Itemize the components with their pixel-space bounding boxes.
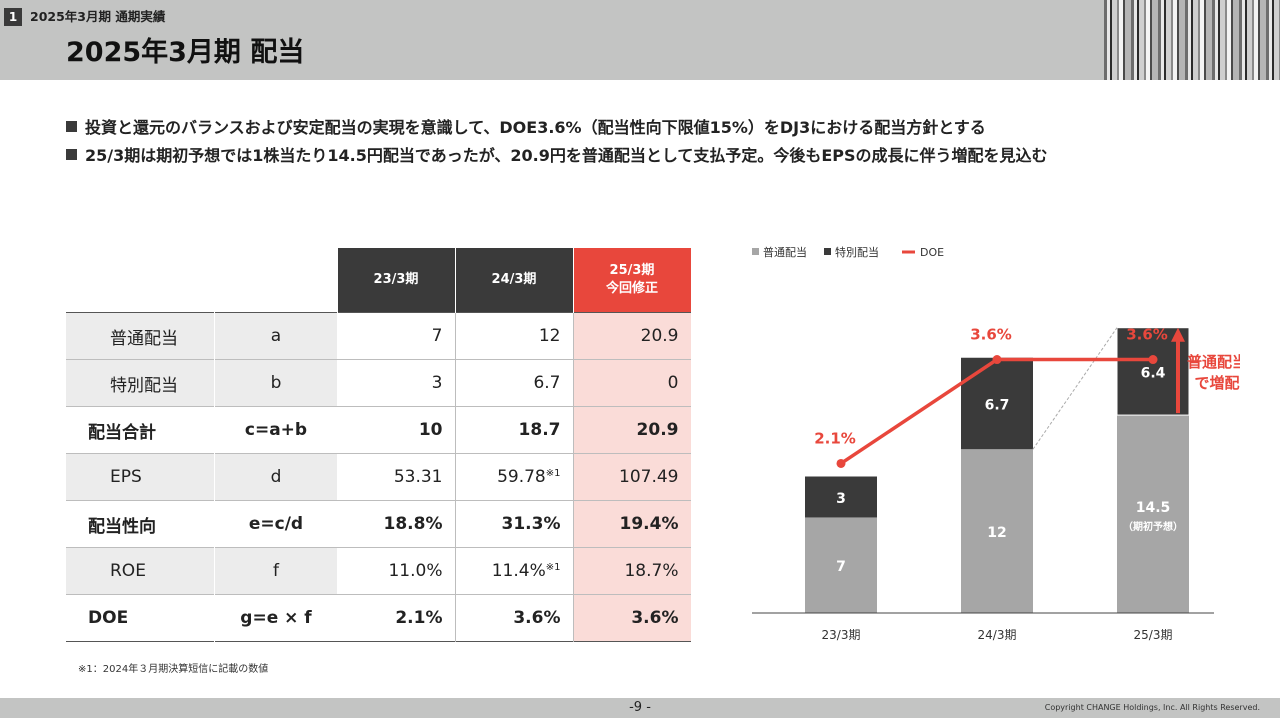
table-row: ROE f 11.0% 11.4%※1 18.7% — [66, 547, 691, 595]
row-name: 特別配当 — [66, 359, 215, 407]
value-23-3: 18.8% — [337, 500, 455, 548]
annotation-label: で増配 — [1194, 374, 1239, 392]
row-symbol: g=e × f — [214, 594, 337, 642]
table-header-row: 23/3期 24/3期 25/3期 今回修正 — [66, 248, 691, 313]
header-25-3: 25/3期 今回修正 — [572, 248, 691, 313]
annotation-label: 普通配当 — [1187, 353, 1240, 371]
header-23-3: 23/3期 — [336, 248, 455, 313]
header-band: 1 2025年3月期 通期実績 2025年3月期 配当 — [0, 0, 1280, 80]
value-23-3: 53.31 — [393, 467, 443, 487]
section-number: 1 — [4, 8, 22, 26]
value-24-3: 12 — [454, 312, 573, 360]
legend-label: 特別配当 — [835, 245, 879, 259]
footnote-marker: ※1 — [545, 468, 561, 479]
doe-value-label: 3.6% — [1126, 326, 1168, 344]
legend-label: DOE — [920, 246, 944, 259]
row-symbol: a — [214, 312, 337, 360]
square-bullet-icon — [66, 121, 77, 132]
row-name: 配当合計 — [66, 406, 215, 454]
value-25-3: 107.49 — [572, 453, 691, 501]
bullet-item: 25/3期は期初予想では1株当たり14.5円配当であったが、20.9円を普通配当… — [66, 142, 1246, 170]
table-row: 配当合計 c=a+b 10 18.7 20.9 — [66, 406, 691, 454]
legend-swatch-normal — [752, 248, 759, 255]
row-symbol: d — [214, 453, 337, 501]
footnote: ※1：2024年３月期決算短信に記載の数値 — [78, 664, 269, 675]
row-name: 普通配当 — [66, 312, 215, 360]
value-23-3: 7 — [431, 326, 443, 346]
value-24-3: 3.6% — [454, 594, 573, 642]
value-24-3: 6.7 — [454, 359, 573, 407]
square-bullet-icon — [66, 149, 77, 160]
section-label: 2025年3月期 通期実績 — [30, 9, 166, 24]
row-symbol: e=c/d — [214, 500, 337, 548]
value-25-3: 0 — [572, 359, 691, 407]
doe-point — [1148, 355, 1158, 365]
category-label: 24/3期 — [978, 628, 1017, 642]
row-symbol: f — [214, 547, 337, 595]
bar-value-label: 12 — [987, 525, 1006, 541]
bar-normal — [1117, 415, 1189, 613]
page-number: -9 - — [629, 700, 651, 715]
legend-label: 普通配当 — [763, 245, 807, 259]
connector-dashed-line — [1032, 327, 1118, 450]
row-name: 配当性向 — [66, 500, 215, 548]
bar-normal — [961, 449, 1033, 613]
legend-swatch-special — [824, 248, 831, 255]
row-name: ROE — [66, 547, 215, 595]
bar-value-label: 3 — [836, 491, 846, 507]
increase-arrow-icon — [1171, 327, 1185, 342]
value-25-3: 18.7% — [572, 547, 691, 595]
bar-value-label: 6.7 — [985, 397, 1010, 413]
doe-value-label: 3.6% — [970, 326, 1012, 344]
bullet-item: 投資と還元のバランスおよび安定配当の実現を意識して、DOE3.6%（配当性向下限… — [66, 114, 1246, 142]
value-25-3: 19.4% — [572, 500, 691, 548]
value-23-3: 2.1% — [337, 594, 455, 642]
row-name: EPS — [66, 453, 215, 501]
bar-value-label: 7 — [836, 559, 846, 575]
value-25-3: 3.6% — [572, 594, 691, 642]
table-row: 特別配当 b 3 6.7 0 — [66, 359, 691, 407]
dividend-table: 23/3期 24/3期 25/3期 今回修正 普通配当 a 7 12 20.9 特別配当 b 3… — [66, 248, 691, 642]
value-25-3: 20.9 — [572, 406, 691, 454]
row-symbol: c=a+b — [214, 406, 337, 454]
value-23-3: 10 — [337, 406, 455, 454]
header-empty — [214, 248, 337, 313]
table-row: DOE g=e × f 2.1% 3.6% 3.6% — [66, 594, 691, 642]
bar-normal — [805, 517, 877, 613]
row-name: DOE — [66, 594, 215, 642]
dividend-chart: 普通配当 特別配当 DOE 7 3 23/3期 12 6.7 24/3期 14.5 （期初予想） 6.… — [752, 245, 1240, 642]
bar-value-label: 6.4 — [1141, 365, 1166, 381]
doe-point — [836, 458, 846, 468]
bar-value-sublabel: （期初予想） — [1123, 520, 1183, 533]
header-empty — [66, 248, 215, 313]
bar-value-label: 14.5 — [1136, 500, 1171, 516]
category-label: 23/3期 — [822, 628, 861, 642]
table-row: 普通配当 a 7 12 20.9 — [66, 312, 691, 360]
table-row: 配当性向 e=c/d 18.8% 31.3% 19.4% — [66, 500, 691, 548]
value-24-3: 31.3% — [454, 500, 573, 548]
decorative-stripes — [1104, 0, 1280, 80]
page-title: 2025年3月期 配当 — [66, 37, 305, 68]
doe-value-label: 2.1% — [814, 429, 856, 447]
value-24-3: 18.7 — [454, 406, 573, 454]
footer-band: -9 - Copyright CHANGE Holdings, Inc. All… — [0, 698, 1280, 718]
value-23-3: 3 — [431, 373, 443, 393]
bullet-list: 投資と還元のバランスおよび安定配当の実現を意識して、DOE3.6%（配当性向下限… — [66, 114, 1246, 170]
row-symbol: b — [214, 359, 337, 407]
table-row: EPS d 53.31 59.78※1 107.49 — [66, 453, 691, 501]
value-25-3: 20.9 — [572, 312, 691, 360]
doe-point — [992, 355, 1002, 365]
value-24-3: 59.78※1 — [454, 453, 573, 501]
bar-special — [805, 476, 877, 518]
header-24-3: 24/3期 — [454, 248, 573, 313]
category-label: 25/3期 — [1134, 628, 1173, 642]
value-24-3: 11.4%※1 — [454, 547, 573, 595]
value-23-3: 11.0% — [388, 561, 443, 581]
footnote-marker: ※1 — [545, 562, 561, 573]
bar-special — [961, 357, 1033, 450]
copyright: Copyright CHANGE Holdings, Inc. All Righ… — [1044, 703, 1260, 712]
